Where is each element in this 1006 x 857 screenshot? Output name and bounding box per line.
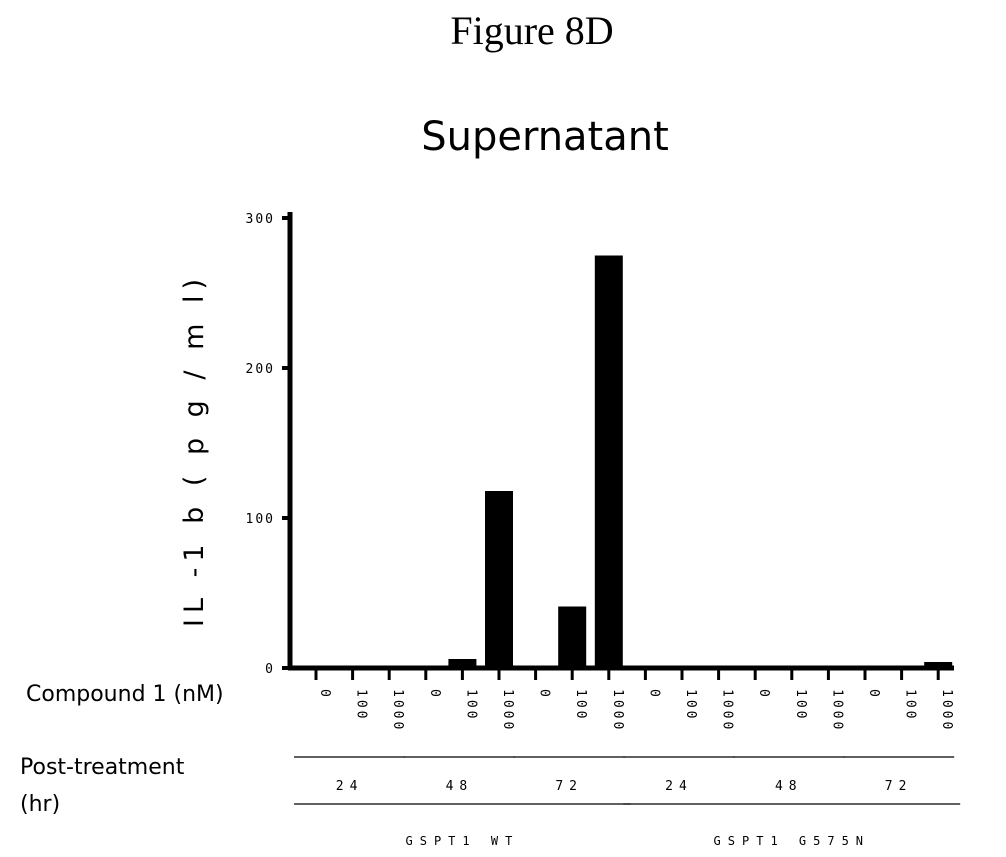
x-tick-label: 100 bbox=[903, 689, 918, 721]
post-treatment-label: Post-treatment bbox=[20, 755, 185, 780]
y-tick-label: 0 bbox=[265, 662, 275, 677]
chart-title: Supernatant bbox=[421, 114, 669, 160]
bar bbox=[851, 666, 879, 668]
x-tick-label: 1000 bbox=[939, 689, 954, 732]
x-tick-label: 1000 bbox=[390, 689, 405, 732]
x-tick-label: 100 bbox=[463, 689, 478, 721]
y-tick-label: 200 bbox=[246, 362, 275, 377]
figure-title: Figure 8D bbox=[450, 8, 613, 53]
bars bbox=[448, 255, 953, 668]
compound-row-label: Compound 1 (nM) bbox=[26, 682, 224, 707]
group-row: GSPT1 WT GSPT1 G575N bbox=[294, 803, 961, 848]
x-tick-label: 0 bbox=[756, 689, 771, 700]
time-row: 24 48 72 24 48 72 bbox=[294, 756, 955, 794]
bar bbox=[777, 666, 806, 668]
x-tick-label: 0 bbox=[866, 689, 881, 700]
bar bbox=[924, 662, 953, 668]
bar bbox=[594, 255, 623, 668]
bar bbox=[485, 491, 513, 668]
x-tick-label: 100 bbox=[573, 689, 588, 721]
group-label: GSPT1 WT bbox=[406, 834, 520, 848]
x-tick-label: 1000 bbox=[610, 689, 625, 732]
x-tick-label: 1000 bbox=[720, 689, 735, 732]
time-label: 24 bbox=[336, 779, 364, 794]
post-treatment-unit-label: (hr) bbox=[20, 792, 60, 817]
bar bbox=[887, 666, 916, 668]
x-tick-label: 0 bbox=[646, 689, 661, 700]
x-tick-label: 0 bbox=[537, 689, 552, 700]
time-label: 48 bbox=[775, 779, 803, 794]
group-label: GSPT1 G575N bbox=[714, 834, 870, 848]
time-label: 24 bbox=[665, 779, 693, 794]
x-tick-label: 0 bbox=[427, 689, 442, 700]
y-axis-label: IL -1 b ( p g / m l) bbox=[179, 273, 210, 627]
x-tick-label: 100 bbox=[683, 689, 698, 721]
time-label: 72 bbox=[555, 779, 583, 794]
x-tick-label: 100 bbox=[793, 689, 808, 721]
x-tick-label: 1000 bbox=[500, 689, 515, 732]
x-tick-label: 100 bbox=[354, 689, 369, 721]
time-label: 72 bbox=[885, 779, 913, 794]
y-tick-label: 100 bbox=[246, 512, 275, 527]
bar bbox=[814, 666, 843, 668]
bar bbox=[448, 659, 477, 668]
x-tick-labels: 0 100 1000 0 100 1000 0 100 1000 0 100 1000 0 100 1000… bbox=[314, 670, 954, 732]
time-label: 48 bbox=[446, 779, 474, 794]
x-tick-label: 0 bbox=[317, 689, 332, 700]
y-tick-label: 300 bbox=[246, 212, 275, 227]
bar bbox=[558, 606, 587, 668]
y-ticks: 0 100 200 300 bbox=[246, 212, 290, 677]
x-tick-label: 1000 bbox=[829, 689, 844, 732]
